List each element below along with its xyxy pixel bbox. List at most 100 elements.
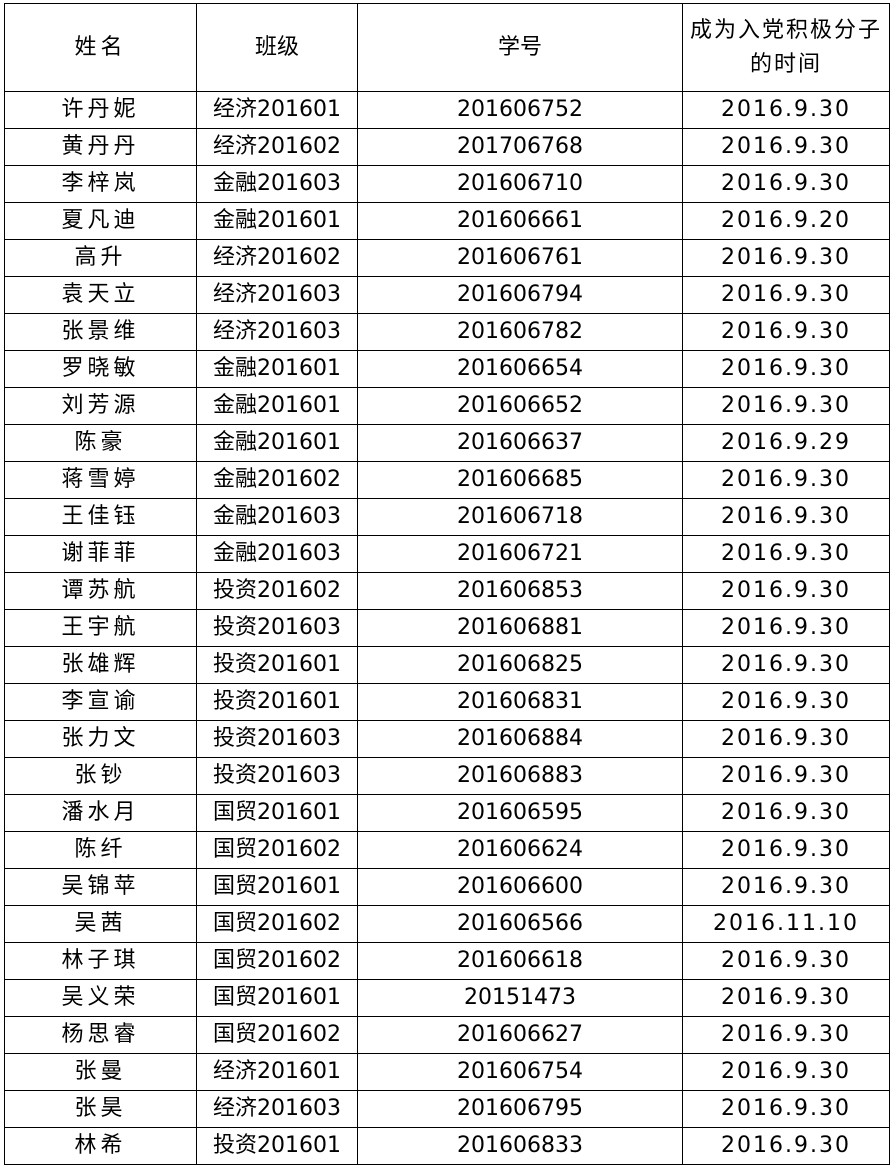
header-student-id: 学号 (357, 3, 683, 92)
cell-name: 张力文 (4, 720, 197, 758)
cell-name: 袁天立 (4, 276, 197, 314)
cell-class: 国贸201602 (196, 1016, 358, 1054)
header-row: 姓名 班级 学号 成为入党积极分子的时间 (4, 3, 890, 92)
cell-class: 金融201601 (196, 202, 358, 240)
table-row: 王宇航 投资201603 201606881 2016.9.30 (4, 609, 890, 647)
cell-date: 2016.9.30 (682, 498, 890, 536)
cell-name: 潘水月 (4, 794, 197, 832)
cell-date: 2016.9.30 (682, 91, 890, 129)
cell-date: 2016.9.30 (682, 572, 890, 610)
cell-date: 2016.9.30 (682, 1016, 890, 1054)
cell-name: 吴锦苹 (4, 868, 197, 906)
table-row: 谢菲菲 金融201603 201606721 2016.9.30 (4, 535, 890, 573)
cell-class: 国贸201602 (196, 905, 358, 943)
cell-name: 王宇航 (4, 609, 197, 647)
cell-date: 2016.9.30 (682, 1127, 890, 1165)
table-row: 吴锦苹 国贸201601 201606600 2016.9.30 (4, 868, 890, 906)
cell-student-id: 201606794 (357, 276, 683, 314)
cell-date: 2016.9.30 (682, 535, 890, 573)
cell-class: 经济201603 (196, 276, 358, 314)
cell-class: 经济201602 (196, 128, 358, 166)
cell-student-id: 201606754 (357, 1053, 683, 1091)
cell-name: 谢菲菲 (4, 535, 197, 573)
cell-class: 金融201601 (196, 350, 358, 388)
table-row: 吴茜 国贸201602 201606566 2016.11.10 (4, 905, 890, 943)
cell-name: 张曼 (4, 1053, 197, 1091)
cell-class: 投资201603 (196, 757, 358, 795)
cell-class: 经济201601 (196, 91, 358, 129)
cell-class: 国贸201601 (196, 794, 358, 832)
table-row: 李宣谕 投资201601 201606831 2016.9.30 (4, 683, 890, 721)
cell-student-id: 201606718 (357, 498, 683, 536)
cell-student-id: 201606685 (357, 461, 683, 499)
cell-student-id: 201606566 (357, 905, 683, 943)
cell-student-id: 201606782 (357, 313, 683, 351)
cell-name: 谭苏航 (4, 572, 197, 610)
cell-date: 2016.9.30 (682, 461, 890, 499)
table-row: 蒋雪婷 金融201602 201606685 2016.9.30 (4, 461, 890, 499)
table-row: 黄丹丹 经济201602 201706768 2016.9.30 (4, 128, 890, 166)
table-row: 谭苏航 投资201602 201606853 2016.9.30 (4, 572, 890, 610)
cell-student-id: 201606752 (357, 91, 683, 129)
cell-name: 李宣谕 (4, 683, 197, 721)
cell-name: 张昊 (4, 1090, 197, 1128)
table-row: 吴义荣 国贸201601 20151473 2016.9.30 (4, 979, 890, 1017)
cell-name: 林子琪 (4, 942, 197, 980)
cell-class: 金融201601 (196, 424, 358, 462)
cell-date: 2016.9.30 (682, 128, 890, 166)
cell-student-id: 201606833 (357, 1127, 683, 1165)
cell-student-id: 201606654 (357, 350, 683, 388)
cell-name: 张景维 (4, 313, 197, 351)
cell-student-id: 201606595 (357, 794, 683, 832)
cell-class: 金融201603 (196, 498, 358, 536)
cell-date: 2016.9.30 (682, 868, 890, 906)
cell-student-id: 201606661 (357, 202, 683, 240)
cell-name: 夏凡迪 (4, 202, 197, 240)
cell-class: 经济201602 (196, 239, 358, 277)
cell-name: 吴茜 (4, 905, 197, 943)
cell-student-id: 201606710 (357, 165, 683, 203)
cell-class: 经济201601 (196, 1053, 358, 1091)
cell-name: 陈豪 (4, 424, 197, 462)
cell-date: 2016.9.30 (682, 720, 890, 758)
cell-student-id: 201606627 (357, 1016, 683, 1054)
cell-student-id: 201606795 (357, 1090, 683, 1128)
cell-student-id: 201706768 (357, 128, 683, 166)
cell-class: 国贸201602 (196, 942, 358, 980)
cell-date: 2016.9.30 (682, 276, 890, 314)
cell-student-id: 201606600 (357, 868, 683, 906)
table-row: 张雄辉 投资201601 201606825 2016.9.30 (4, 646, 890, 684)
cell-date: 2016.9.30 (682, 794, 890, 832)
cell-date: 2016.9.20 (682, 202, 890, 240)
cell-student-id: 201606624 (357, 831, 683, 869)
cell-date: 2016.9.30 (682, 942, 890, 980)
table-row: 林子琪 国贸201602 201606618 2016.9.30 (4, 942, 890, 980)
cell-date: 2016.9.30 (682, 646, 890, 684)
cell-name: 张钞 (4, 757, 197, 795)
cell-student-id: 201606652 (357, 387, 683, 425)
cell-name: 陈纤 (4, 831, 197, 869)
cell-name: 刘芳源 (4, 387, 197, 425)
cell-name: 杨思睿 (4, 1016, 197, 1054)
table-row: 张钞 投资201603 201606883 2016.9.30 (4, 757, 890, 795)
cell-student-id: 201606618 (357, 942, 683, 980)
cell-student-id: 201606637 (357, 424, 683, 462)
table-row: 林希 投资201601 201606833 2016.9.30 (4, 1127, 890, 1165)
cell-class: 投资201601 (196, 1127, 358, 1165)
table-row: 罗晓敏 金融201601 201606654 2016.9.30 (4, 350, 890, 388)
cell-name: 黄丹丹 (4, 128, 197, 166)
cell-name: 王佳钰 (4, 498, 197, 536)
cell-date: 2016.9.30 (682, 313, 890, 351)
cell-name: 吴义荣 (4, 979, 197, 1017)
header-class: 班级 (196, 3, 358, 92)
cell-name: 林希 (4, 1127, 197, 1165)
table-row: 陈纤 国贸201602 201606624 2016.9.30 (4, 831, 890, 869)
cell-student-id: 201606825 (357, 646, 683, 684)
table-row: 高升 经济201602 201606761 2016.9.30 (4, 239, 890, 277)
cell-class: 国贸201601 (196, 868, 358, 906)
table-row: 夏凡迪 金融201601 201606661 2016.9.20 (4, 202, 890, 240)
table-row: 张昊 经济201603 201606795 2016.9.30 (4, 1090, 890, 1128)
cell-date: 2016.9.30 (682, 757, 890, 795)
table-row: 袁天立 经济201603 201606794 2016.9.30 (4, 276, 890, 314)
cell-student-id: 201606884 (357, 720, 683, 758)
